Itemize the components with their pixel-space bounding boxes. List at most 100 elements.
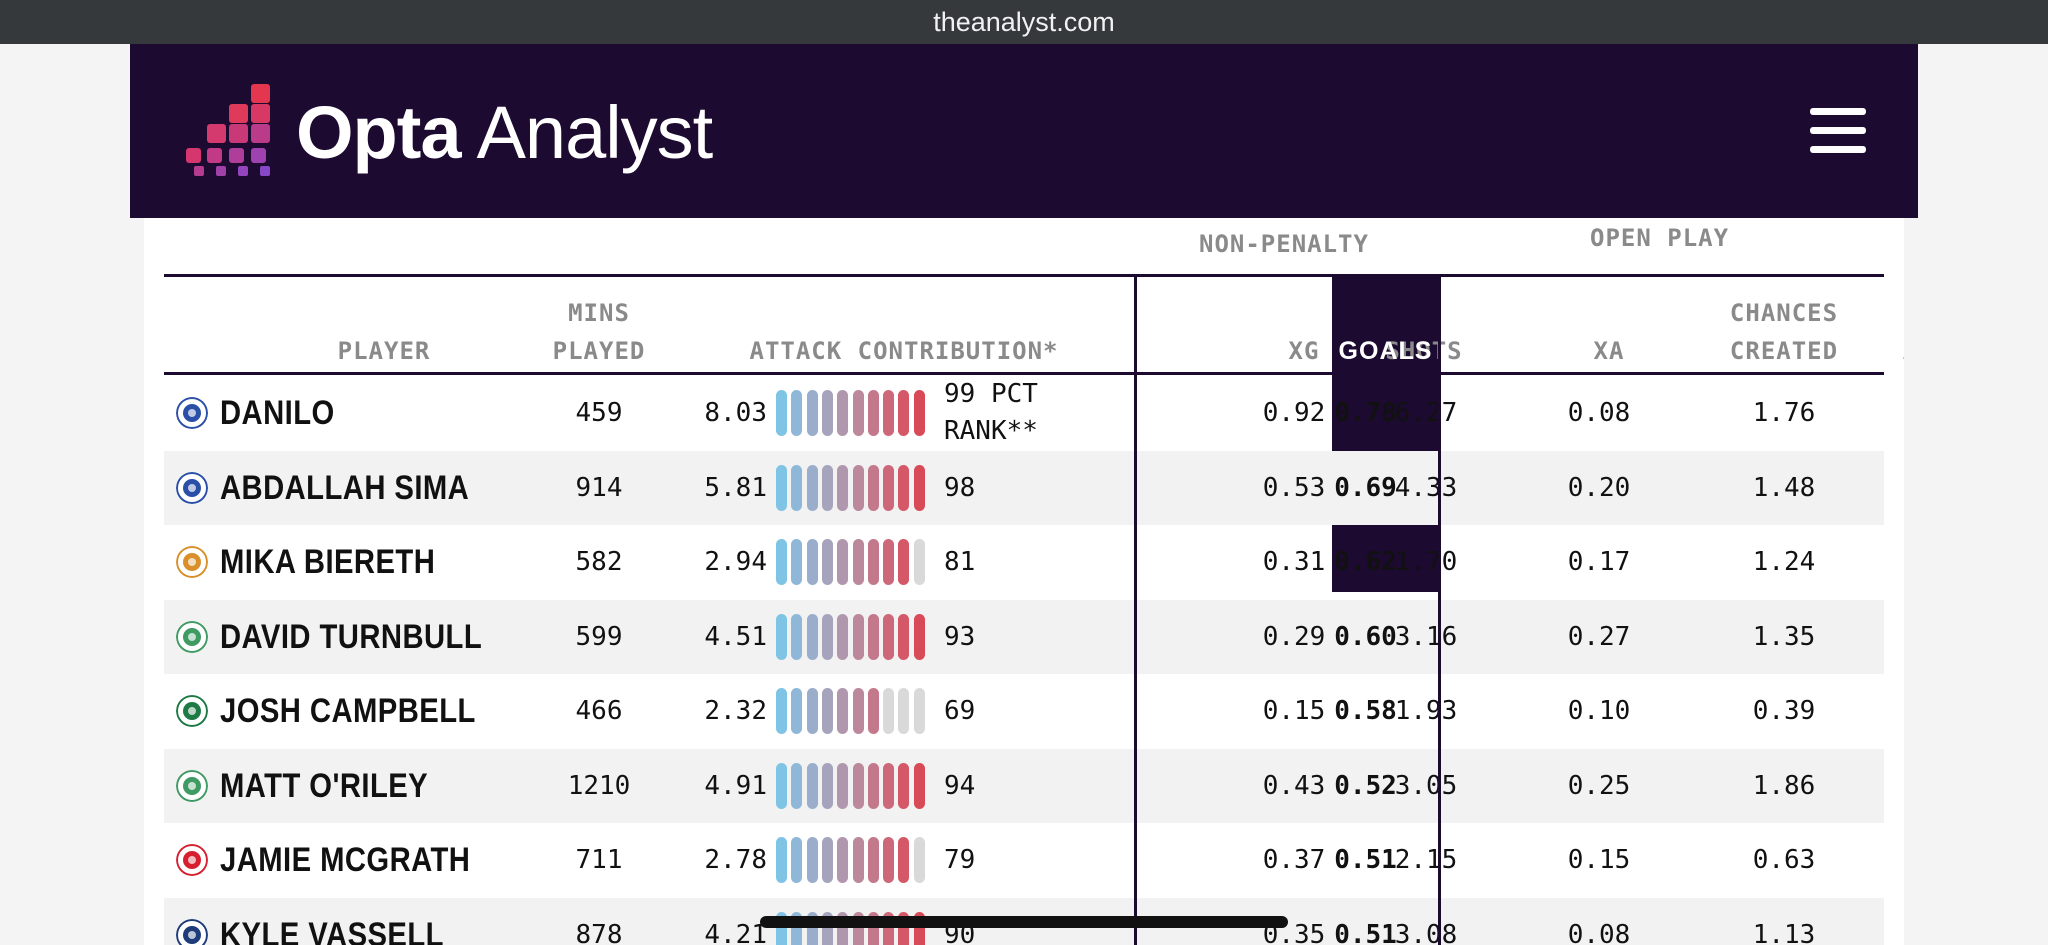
player-name[interactable]: MATT O'RILEY xyxy=(220,766,429,805)
col-mins-line1[interactable]: MINS xyxy=(568,299,630,327)
percentile-bar xyxy=(852,911,864,945)
table-row[interactable]: JAMIE MCGRATH 711 2.78 79 0.37 2.15 0.51 0.15 0.… xyxy=(164,823,1884,897)
percentile-bars xyxy=(776,539,932,585)
xg-value: 0.29 xyxy=(1262,621,1326,652)
mins-played: 466 xyxy=(575,696,623,726)
divider xyxy=(164,274,1884,277)
percentile-bar xyxy=(883,911,895,945)
rank-value: 94 xyxy=(944,770,976,801)
table-row[interactable]: MATT O'RILEY 1210 4.91 94 0.43 3.05 0.52 0.25 1.… xyxy=(164,748,1884,823)
shots-value: 3.05 xyxy=(1394,770,1458,801)
percentile-bar xyxy=(898,911,910,945)
percentile-bar xyxy=(867,464,879,511)
player-name[interactable]: DAVID TURNBULL xyxy=(220,617,483,656)
col-xg[interactable]: XG xyxy=(1288,337,1320,365)
xg-value: 0.53 xyxy=(1262,472,1326,503)
col-attack-contribution[interactable]: ATTACK CONTRIBUTION* xyxy=(749,337,1059,365)
percentile-bar xyxy=(898,837,910,883)
mins-played: 599 xyxy=(575,621,623,652)
percentile-bar xyxy=(852,539,864,585)
assists-value: 0.00 xyxy=(1882,674,1904,748)
hibernian-crest-icon xyxy=(176,695,208,727)
percentile-bar xyxy=(883,464,895,511)
xa-value: 0.20 xyxy=(1567,472,1631,503)
player-name[interactable]: ABDALLAH SIMA xyxy=(220,468,470,507)
xa-value: 0.08 xyxy=(1567,398,1631,428)
shots-value: 1.93 xyxy=(1394,696,1458,726)
col-goals[interactable]: GOALS xyxy=(1338,337,1433,365)
assists-value: 0.31 xyxy=(1882,525,1904,599)
xa-value: 0.10 xyxy=(1567,696,1631,726)
percentile-bar xyxy=(852,688,864,734)
opta-logo-icon[interactable] xyxy=(184,82,294,178)
percentile-bar xyxy=(852,762,864,809)
mins-played: 582 xyxy=(575,547,623,577)
table-row[interactable]: MIKA BIERETH 582 2.94 81 0.31 1.70 0.62 0.17 1.2… xyxy=(164,525,1884,599)
percentile-bar xyxy=(867,688,879,734)
col-chances-line2[interactable]: CREATED xyxy=(1729,337,1839,365)
attack-value: 2.32 xyxy=(704,696,767,726)
col-xa[interactable]: XA xyxy=(1593,337,1625,365)
player-name[interactable]: JOSH CAMPBELL xyxy=(220,692,476,730)
percentile-bar xyxy=(867,837,879,883)
col-mins-line2[interactable]: PLAYED xyxy=(552,337,646,365)
col-assists[interactable]: ASSISTS xyxy=(1882,332,1904,370)
table-row[interactable]: KYLE VASSELL 878 4.21 90 0.35 3.08 0.51 0.08 1.1… xyxy=(164,897,1884,945)
mins-played: 914 xyxy=(575,472,623,503)
shots-value: 6.27 xyxy=(1394,398,1458,428)
divider xyxy=(1134,276,1137,945)
percentile-bar xyxy=(837,911,849,945)
percentile-bar xyxy=(791,762,803,809)
player-name[interactable]: MIKA BIERETH xyxy=(220,543,436,581)
xa-value: 0.08 xyxy=(1567,919,1631,945)
hamburger-icon[interactable] xyxy=(1810,108,1868,154)
group-open-play: OPEN PLAY xyxy=(1590,224,1730,252)
xg-value: 0.37 xyxy=(1262,845,1326,875)
col-player[interactable]: PLAYER xyxy=(337,337,431,365)
percentile-bar xyxy=(883,390,895,436)
browser-url-bar[interactable]: theanalyst.com xyxy=(0,0,2048,44)
rank-value: 98 xyxy=(944,472,976,503)
assists-value: 0.00 xyxy=(1882,898,1904,945)
xa-value: 0.17 xyxy=(1567,547,1631,577)
mins-played: 711 xyxy=(575,845,623,875)
goals-value: 0.78 xyxy=(1334,398,1397,428)
brand-wordmark[interactable]: Opta Analyst xyxy=(296,88,713,178)
assists-value: 0.10 xyxy=(1882,451,1904,525)
percentile-bar xyxy=(867,539,879,585)
player-name[interactable]: JAMIE MCGRATH xyxy=(220,841,471,879)
rank-value: 99 xyxy=(944,379,976,409)
percentile-bar xyxy=(867,390,879,436)
percentile-bar xyxy=(776,762,787,809)
site-header: Opta Analyst xyxy=(130,44,1918,218)
goals-value: 0.62 xyxy=(1334,547,1397,577)
player-name[interactable]: KYLE VASSELL xyxy=(220,915,444,945)
percentile-bar xyxy=(791,837,803,883)
shots-value: 1.70 xyxy=(1394,547,1458,577)
shots-value: 2.15 xyxy=(1394,845,1458,875)
player-name[interactable]: DANILO xyxy=(220,394,335,432)
rangers-crest-icon xyxy=(176,471,208,504)
col-chances-line1[interactable]: CHANCES xyxy=(1729,299,1839,327)
percentile-bar xyxy=(837,390,849,436)
shots-value: 3.16 xyxy=(1394,621,1458,652)
goals-value: 0.51 xyxy=(1334,919,1397,945)
group-non-penalty: NON-PENALTY xyxy=(1199,230,1369,258)
table-row[interactable]: JOSH CAMPBELL 466 2.32 69 0.15 1.93 0.58 0.10 0.… xyxy=(164,674,1884,748)
table-row[interactable]: ABDALLAH SIMA 914 5.81 98 0.53 4.33 0.69 0.20 1.… xyxy=(164,450,1884,525)
goals-value: 0.58 xyxy=(1334,696,1397,726)
percentile-bar xyxy=(776,613,787,660)
goals-value: 0.51 xyxy=(1334,845,1397,875)
table-row[interactable]: DAVID TURNBULL 599 4.51 93 0.29 3.16 0.60 0.27 1… xyxy=(164,599,1884,674)
xa-value: 0.25 xyxy=(1567,770,1631,801)
mins-played: 1210 xyxy=(567,770,631,801)
divider xyxy=(164,372,1884,375)
xa-value: 0.15 xyxy=(1567,845,1631,875)
percentile-bar xyxy=(883,837,895,883)
percentile-bars xyxy=(776,911,932,945)
table-row[interactable]: DANILO 459 8.03 99 PCT RANK** 0.92 6.27 0.78 0.0… xyxy=(164,376,1884,450)
percentile-bars xyxy=(776,613,932,660)
home-indicator[interactable] xyxy=(760,916,1288,928)
col-shots[interactable]: SHOTS xyxy=(1385,337,1463,365)
percentile-bar xyxy=(821,390,833,436)
